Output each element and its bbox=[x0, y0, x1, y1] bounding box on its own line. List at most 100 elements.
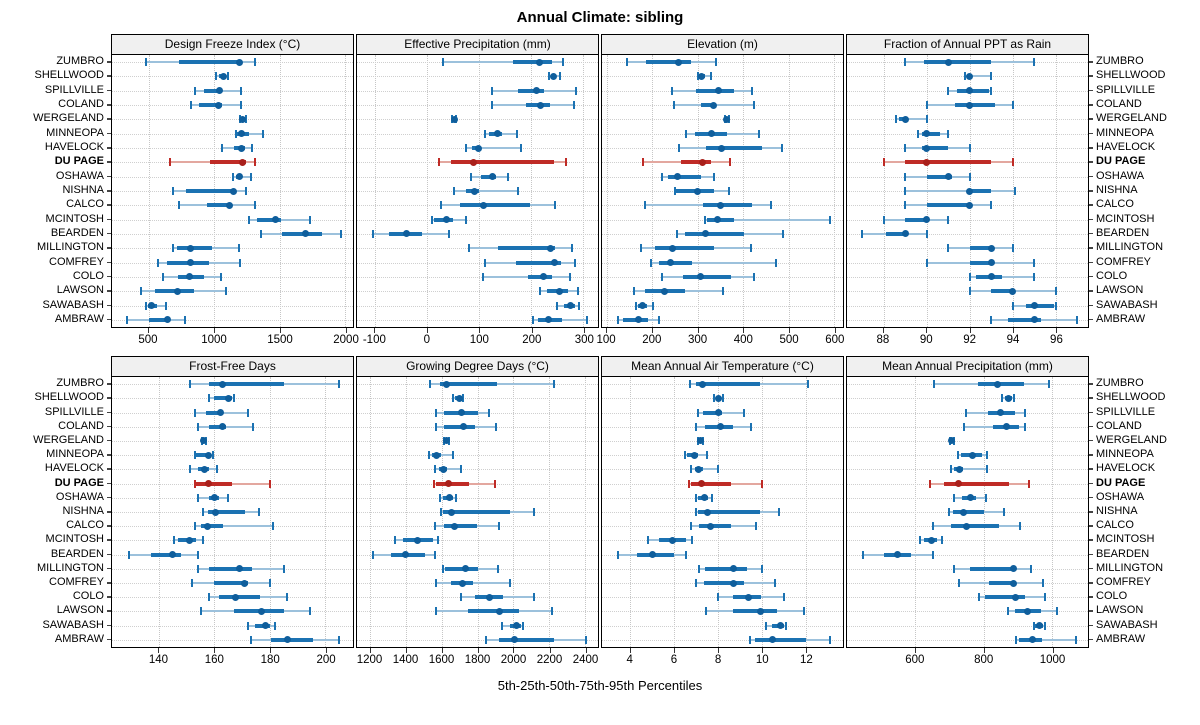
row-label-column-right: ZUMBRO SHELLWOOD SPILLVILLE COLAND WERGELAND… bbox=[1089, 34, 1200, 327]
median-dot bbox=[901, 230, 909, 238]
row-label-column-right: ZUMBRO SHELLWOOD SPILLVILLE COLAND WERGELAND… bbox=[1089, 356, 1200, 647]
interval-cap bbox=[728, 187, 731, 195]
interval-cap bbox=[561, 58, 564, 67]
interval-cap bbox=[554, 201, 557, 210]
interval-cap bbox=[978, 593, 981, 602]
interval-cap bbox=[986, 451, 989, 460]
interval-cap bbox=[709, 72, 712, 81]
interval-cap bbox=[394, 536, 397, 545]
interval-cap bbox=[226, 72, 229, 81]
interval-cap bbox=[1019, 522, 1022, 531]
interval-25-75 bbox=[186, 189, 237, 193]
interval-cap bbox=[145, 58, 148, 67]
gridline-horizontal bbox=[847, 291, 1088, 293]
row-tick bbox=[1089, 275, 1093, 278]
gridline-horizontal bbox=[357, 291, 598, 293]
axis-tick bbox=[673, 648, 675, 653]
interval-cap bbox=[661, 172, 664, 181]
x-axis: 4 6 8 10 12 bbox=[601, 648, 844, 672]
interval-cap bbox=[717, 465, 720, 474]
median-dot bbox=[729, 579, 737, 587]
median-dot bbox=[272, 216, 280, 224]
axis-tick-label: 1000 bbox=[201, 334, 227, 346]
gridline-horizontal bbox=[112, 219, 353, 221]
interval-cap bbox=[760, 479, 763, 488]
row-tick bbox=[1089, 582, 1093, 584]
row-tick bbox=[1089, 567, 1093, 570]
median-dot bbox=[510, 636, 518, 644]
interval-cap bbox=[722, 287, 725, 296]
axis-tick bbox=[651, 328, 653, 333]
interval-cap bbox=[706, 451, 709, 460]
panel: Mean Annual Precipitation (mm) bbox=[846, 356, 1089, 648]
interval-25-75 bbox=[682, 274, 731, 279]
interval-cap bbox=[644, 201, 647, 210]
median-dot bbox=[442, 437, 450, 445]
interval-cap bbox=[252, 422, 255, 431]
interval-cap bbox=[1011, 101, 1014, 110]
interval-cap bbox=[517, 187, 520, 195]
panels-row: Frost-Free Days 140 160 180 200 Growing Degre… bbox=[111, 356, 1089, 672]
axis-tick bbox=[369, 648, 371, 653]
interval-cap bbox=[626, 58, 629, 67]
interval-cap bbox=[1054, 287, 1057, 296]
gridline-horizontal bbox=[847, 597, 1088, 599]
interval-5-95 bbox=[896, 118, 927, 121]
interval-25-75 bbox=[1025, 303, 1054, 308]
median-dot bbox=[717, 201, 725, 209]
interval-cap bbox=[721, 394, 724, 403]
interval-cap bbox=[704, 215, 707, 224]
interval-cap bbox=[673, 187, 676, 195]
axis-tick bbox=[441, 648, 443, 653]
median-dot bbox=[488, 173, 496, 181]
interval-cap bbox=[227, 493, 230, 502]
median-dot bbox=[987, 244, 995, 252]
interval-cap bbox=[1014, 635, 1017, 644]
interval-25-75 bbox=[498, 637, 555, 642]
row-label: CALCO bbox=[1096, 198, 1134, 211]
median-dot bbox=[486, 593, 494, 601]
axis-tick bbox=[405, 648, 407, 653]
row-label: CALCO bbox=[1096, 519, 1134, 532]
gridline-horizontal bbox=[357, 119, 598, 121]
row-label: SAWABASH bbox=[42, 618, 104, 631]
median-dot bbox=[238, 130, 246, 138]
interval-cap bbox=[247, 215, 250, 224]
row-tick bbox=[1089, 397, 1093, 399]
gridline-horizontal bbox=[357, 554, 598, 556]
interval-cap bbox=[660, 272, 663, 281]
interval-25-75 bbox=[926, 174, 953, 179]
axis-tick bbox=[969, 328, 971, 333]
median-dot bbox=[469, 158, 477, 166]
interval-cap bbox=[950, 465, 953, 474]
interval-cap bbox=[190, 101, 193, 110]
panel: Frost-Free Days bbox=[111, 356, 354, 648]
row-label: SPILLVILLE bbox=[1096, 83, 1156, 96]
median-dot bbox=[675, 58, 683, 66]
median-dot bbox=[173, 287, 181, 295]
panels-row: Design Freeze Index (°C) 500 1000 1500 2000 E… bbox=[111, 34, 1089, 352]
interval-cap bbox=[433, 465, 436, 474]
row-label: COMFREY bbox=[49, 576, 104, 589]
median-dot bbox=[893, 551, 901, 559]
axis-tick-label: 1400 bbox=[392, 654, 419, 666]
interval-cap bbox=[689, 522, 692, 531]
gridline-horizontal bbox=[357, 455, 598, 457]
median-dot bbox=[461, 565, 469, 573]
interval-cap bbox=[215, 72, 218, 81]
interval-cap bbox=[432, 479, 435, 488]
interval-25-75 bbox=[443, 524, 478, 529]
interval-cap bbox=[574, 86, 577, 95]
row-label-column-left: ZUMBRO SHELLWOOD SPILLVILLE COLAND WERGELAND… bbox=[0, 356, 111, 647]
median-dot bbox=[1005, 394, 1013, 402]
interval-cap bbox=[156, 258, 159, 267]
gridline-horizontal bbox=[847, 119, 1088, 121]
interval-cap bbox=[455, 493, 458, 502]
interval-cap bbox=[748, 635, 751, 644]
gridline-horizontal bbox=[357, 440, 598, 442]
median-dot bbox=[212, 508, 220, 516]
axis-tick-label: 96 bbox=[1050, 334, 1063, 346]
gridline-horizontal bbox=[112, 625, 353, 627]
row-label: DU PAGE bbox=[54, 155, 104, 168]
interval-cap bbox=[1048, 380, 1051, 389]
